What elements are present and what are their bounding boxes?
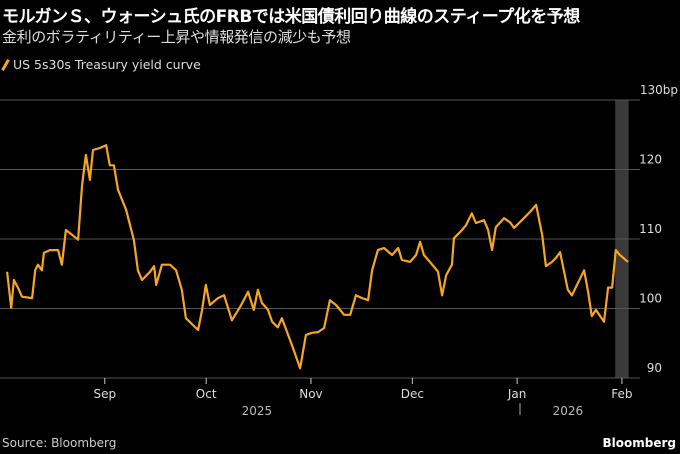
legend-label: US 5s30s Treasury yield curve	[13, 57, 201, 72]
series-line-us-5s30s	[6, 144, 629, 370]
y-tick-label: 100	[639, 292, 662, 306]
chart-subtitle: 金利のボラティリティー上昇や情報発信の減少も予想	[2, 28, 351, 46]
year-label: 2026	[553, 404, 584, 418]
y-tick-label: 120	[639, 153, 662, 167]
x-tick-label: Oct	[196, 387, 217, 401]
year-label: 2025	[242, 404, 273, 418]
x-tick-label: Jan	[507, 387, 527, 401]
brand-logo: Bloomberg	[602, 436, 677, 450]
x-tick-label: Feb	[611, 387, 632, 401]
legend: US 5s30s Treasury yield curve	[1, 57, 201, 72]
y-tick-label: 130bp	[640, 83, 678, 97]
x-tick-label: Nov	[299, 387, 322, 401]
chart-title: モルガンＳ、ウォーシュ氏のFRBでは米国債利回り曲線のスティープ化を予想	[2, 7, 580, 27]
source-note: Source: Bloomberg	[2, 436, 117, 450]
y-tick-label: 90	[647, 361, 662, 375]
x-tick-label: Sep	[93, 387, 116, 401]
y-tick-label: 110	[639, 222, 662, 236]
x-tick-label: Dec	[401, 387, 424, 401]
